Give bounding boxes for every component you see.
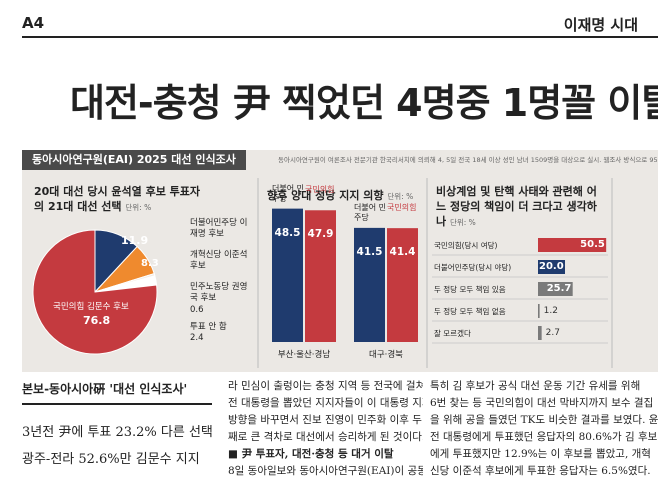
value-label: 47.9 xyxy=(307,228,334,241)
category-label: 두 정당 모두 책임 있음 xyxy=(434,285,506,294)
unit: 단위: % xyxy=(387,192,414,201)
bar xyxy=(272,208,303,342)
body-line: 신당 이준석 후보에게 투표한 응답자는 6.5%였다. xyxy=(430,465,651,477)
value-label: 50.5 xyxy=(580,239,605,250)
slice-label: 국민의힘 김문수 후보 xyxy=(53,302,129,312)
bar xyxy=(538,304,540,318)
chart-title-text: 비상계엄 및 탄핵 사태와 관련해 어느 정당의 책임이 더 크다고 생각하나 xyxy=(436,185,597,228)
chart-title-text: 20대 대선 당시 윤석열 후보 투표자의 21대 대선 선택 xyxy=(34,185,201,213)
body-line: 특히 김 후보가 공식 대선 운동 기간 유세를 위해 xyxy=(430,380,641,392)
bar xyxy=(387,228,418,342)
bar xyxy=(354,227,385,342)
legend-value: 2.4 xyxy=(190,333,204,343)
section-name: 이재명 시대 xyxy=(563,16,638,34)
value-label: 41.5 xyxy=(356,245,383,258)
category-label: 부산·울산·경남 xyxy=(277,350,331,360)
body-line: 방향을 바꾸면서 진보 진영이 민주화 이후 두 번 xyxy=(228,414,423,426)
header-rule xyxy=(22,36,658,38)
legend-label: 더불어민주당 이재명 후보 xyxy=(190,218,248,239)
bar xyxy=(538,260,565,274)
chart-graphics xyxy=(32,178,613,368)
body-line: 전 대통령에게 투표했던 응답자의 80.6%가 김 후보 xyxy=(430,431,658,443)
legend-value: 0.6 xyxy=(190,305,204,315)
body-line: 전 대통령을 뽑았던 지지자들이 이 대통령 지지로 xyxy=(228,397,423,409)
value-label: 25.7 xyxy=(546,283,572,294)
value-label: 20.0 xyxy=(539,261,564,272)
value-label: 11.9 xyxy=(121,234,149,247)
pie-slice xyxy=(32,229,158,355)
bar xyxy=(538,238,607,252)
value-label: 41.4 xyxy=(389,246,416,259)
value-label: 8.3 xyxy=(141,258,159,269)
unit: 단위: % xyxy=(125,203,152,212)
unit: 단위: % xyxy=(449,218,476,227)
category-label: 잘 모르겠다 xyxy=(434,329,471,338)
value-label: 2.7 xyxy=(545,328,560,338)
chart-title: 향후 양대 정당 지지 의향 단위: % xyxy=(267,188,417,204)
body-line: 째로 큰 격차로 대선에서 승리하게 된 것이다. xyxy=(228,431,423,443)
legend-label: 투표 안 함 xyxy=(190,322,227,332)
legend-label: 민주노동당 권영국 후보 xyxy=(190,282,248,303)
bar xyxy=(305,210,336,342)
category-label: 대구·경북 xyxy=(369,350,403,360)
body-line: 에게 투표했지만 12.9%는 이 후보를 뽑았고, 개혁 xyxy=(430,448,651,460)
article-column: 특히 김 후보가 공식 대선 운동 기간 유세를 위해 6번 찾는 등 국민의힘이… xyxy=(430,378,658,480)
kicker: 본보-동아시아硏 '대선 인식조사' xyxy=(22,380,212,405)
page-number: A4 xyxy=(22,14,45,32)
body-line: 라 민심이 출렁이는 충청 지역 등 전국에 걸쳐 윤 xyxy=(228,380,423,392)
article-left: 본보-동아시아硏 '대선 인식조사' 3년전 尹에 투표 23.2% 다른 선택… xyxy=(22,380,213,467)
chart-title: 20대 대선 당시 윤석열 후보 투표자의 21대 대선 선택 단위: % xyxy=(34,184,204,215)
value-label: 76.8 xyxy=(83,314,111,327)
series-label: 국민의힘 xyxy=(387,203,417,213)
series-label: 더불어 민주당 xyxy=(272,183,304,203)
value-label: 48.5 xyxy=(274,226,301,239)
panel-note: 동아시아연구원이 여론조사 전문기관 한국리서치에 의뢰해 4, 5일 전국 1… xyxy=(278,156,658,164)
subhead: 광주-전라 52.6%만 김문수 지지 xyxy=(22,452,200,467)
category-label: 두 정당 모두 책임 없음 xyxy=(434,307,506,316)
panel-title: 동아시아연구원(EAI) 2025 대선 인식조사 xyxy=(22,150,246,170)
body-line: 8일 동아일보와 동아시아연구원(EAI)이 공동 기 xyxy=(228,465,423,477)
subhead: 3년전 尹에 투표 23.2% 다른 선택 xyxy=(22,425,213,440)
legend-label: 개혁신당 이준석 후보 xyxy=(190,250,248,271)
graphic-panel: 동아시아연구원(EAI) 2025 대선 인식조사 동아시아연구원이 여론조사 … xyxy=(22,150,658,372)
bar xyxy=(538,282,573,296)
body-line: ■ 尹 투표자, 대전·충청 등 대거 이탈 xyxy=(228,448,394,460)
value-label: 1.2 xyxy=(543,306,558,316)
chart-title: 비상계엄 및 탄핵 사태와 관련해 어느 정당의 책임이 더 크다고 생각하나 … xyxy=(436,184,601,230)
body-line: 을 위해 공을 들였던 TK도 비슷한 결과를 보였다. 윤 xyxy=(430,414,658,426)
chart-title-text: 향후 양대 정당 지지 의향 xyxy=(267,189,384,202)
series-label: 더불어 민주당 xyxy=(354,202,386,222)
category-label: 더불어민주당(당시 야당) xyxy=(434,263,512,272)
series-label: 국민의힘 xyxy=(305,185,335,195)
headline: 대전-충청 尹 찍었던 4명중 1명꼴 이탈 xyxy=(70,81,658,125)
body-line: 6번 찾는 등 국민의힘이 대선 막바지까지 보수 결집 xyxy=(430,397,654,409)
category-label: 국민의힘(당시 여당) xyxy=(434,241,498,250)
bar xyxy=(538,326,542,340)
